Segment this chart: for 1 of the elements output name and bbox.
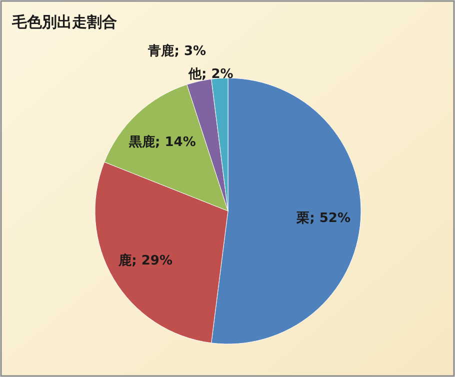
title: 毛色別出走割合 [12,13,117,31]
